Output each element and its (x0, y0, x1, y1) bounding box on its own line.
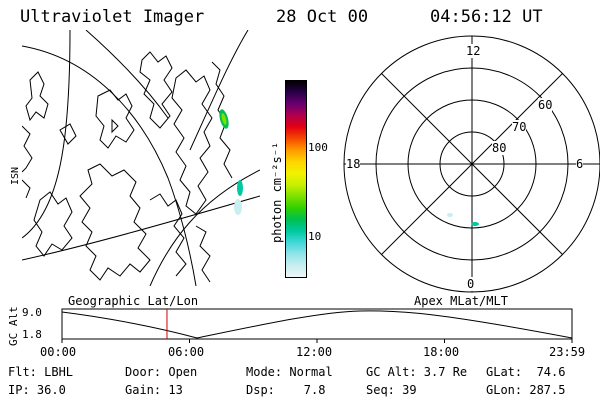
mode-status: Mode: Normal (246, 365, 333, 379)
mlt-label-18: 18 (346, 157, 361, 171)
filter-status: Flt: LBHL (8, 365, 74, 379)
aurora-emission-polar (447, 213, 479, 226)
gc-altitude-status: GC Alt: 3.7 Re (366, 365, 468, 379)
lat-label-60: 60 (538, 98, 553, 112)
svg-text:ISN: ISN (10, 167, 21, 185)
sequence-status: Seq: 39 (366, 383, 417, 397)
gain-status: Gain: 13 (125, 383, 183, 397)
glat-status: GLat: 74.6 (486, 365, 566, 379)
timeline-x-tick-1200: 12:00 (296, 345, 333, 359)
timeline-right-title: Apex MLat/MLT (414, 294, 508, 308)
mlt-label-0: 0 (467, 277, 475, 291)
timeline-y-tick-bottom: 1.8 (22, 328, 42, 341)
dsp-status: Dsp: 7.8 (246, 383, 326, 397)
time-label: 04:56:12 UT (430, 7, 543, 27)
timeline-x-tick-2359: 23:59 (549, 345, 586, 359)
timeline-x-tick-1800: 18:00 (423, 345, 460, 359)
lat-label-80: 80 (492, 141, 507, 155)
colorbar-tick-10: 10 (308, 230, 322, 243)
mlt-label-6: 6 (576, 157, 584, 171)
timeline-y-tick-top: 9.0 (22, 306, 42, 319)
glon-status: GLon: 287.5 (486, 383, 566, 397)
instrument-title: Ultraviolet Imager (20, 7, 205, 27)
door-status: Door: Open (125, 365, 198, 379)
timeline-left-title: Geographic Lat/Lon (68, 294, 199, 308)
timeline-x-tick-0000: 00:00 (40, 345, 77, 359)
lat-label-70: 70 (512, 120, 527, 134)
color-scale-bar (285, 80, 307, 278)
date-label: 28 Oct 00 (276, 7, 369, 27)
colorbar-tick-100: 100 (308, 141, 328, 154)
timeline-x-tick-0600: 06:00 (168, 345, 205, 359)
ip-status: IP: 36.0 (8, 383, 66, 397)
mlt-label-12: 12 (466, 44, 481, 58)
aurora-emission-geographic (219, 109, 243, 215)
